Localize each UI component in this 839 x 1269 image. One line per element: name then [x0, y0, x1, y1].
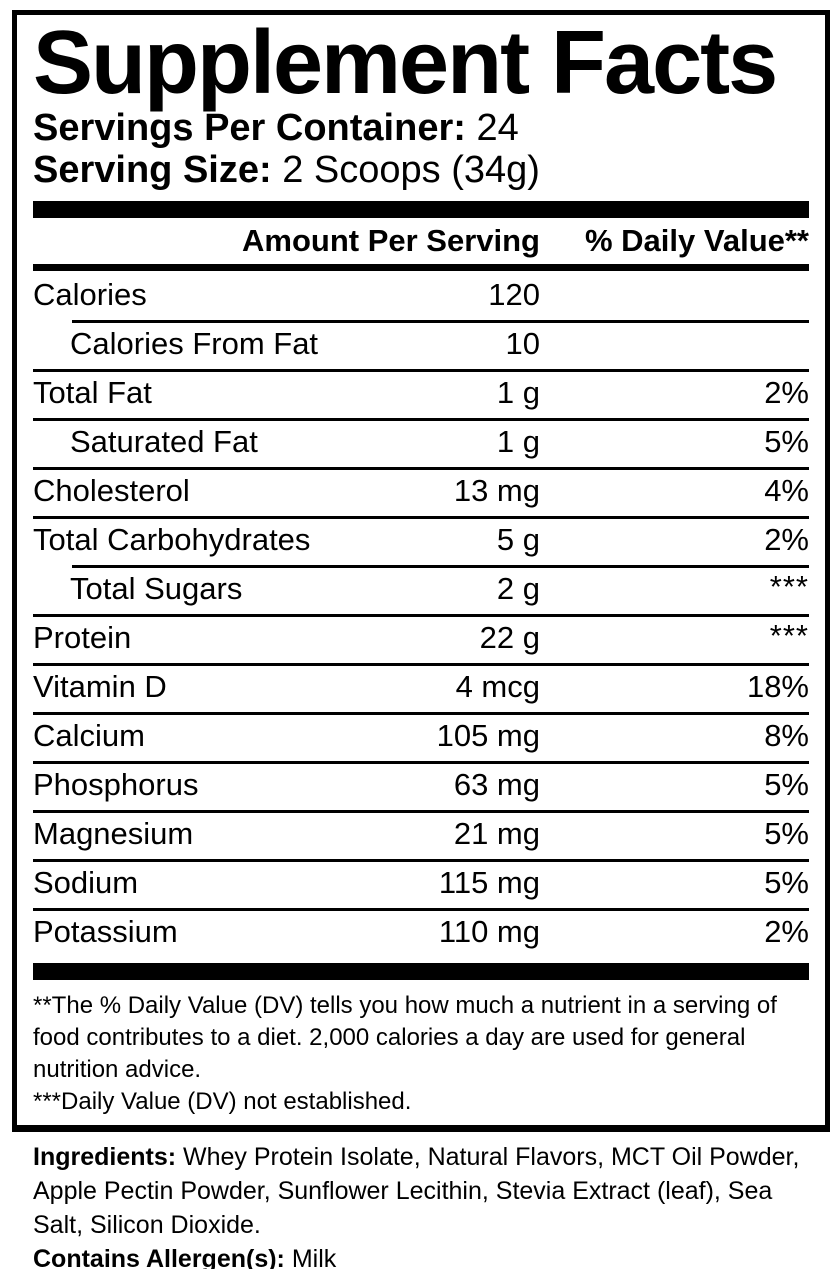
- nutrient-amount: 22 g: [479, 620, 540, 655]
- nutrient-name: Potassium: [33, 914, 178, 949]
- nutrient-daily-value: ***: [769, 568, 809, 604]
- nutrient-amount: 2 g: [496, 571, 540, 606]
- nutrient-row: Phosphorus 63 mg 5%: [33, 760, 809, 810]
- footnote-daily-value: **The % Daily Value (DV) tells you how m…: [33, 991, 777, 1083]
- nutrient-daily-value: 5%: [764, 865, 809, 900]
- servings-per-container-label: Servings Per Container:: [33, 106, 466, 149]
- divider-bar-header: [33, 263, 809, 271]
- nutrient-name: Vitamin D: [33, 669, 167, 704]
- nutrient-daily-value: 2%: [764, 522, 809, 557]
- nutrient-row: Calories From Fat 10: [33, 319, 809, 369]
- nutrient-row: Vitamin D 4 mcg 18%: [33, 662, 809, 712]
- table-header-row: Amount Per Serving % Daily Value**: [33, 218, 809, 264]
- servings-per-container: Servings Per Container: 24: [33, 107, 809, 149]
- nutrient-daily-value: 2%: [764, 375, 809, 410]
- nutrient-name: Total Sugars: [70, 571, 243, 606]
- nutrient-row: Calories 120: [33, 271, 809, 320]
- nutrient-name: Total Carbohydrates: [33, 522, 311, 557]
- footnotes: **The % Daily Value (DV) tells you how m…: [33, 980, 809, 1118]
- nutrient-name: Sodium: [33, 865, 139, 900]
- nutrient-daily-value: 8%: [764, 718, 809, 753]
- nutrient-row: Cholesterol 13 mg 4%: [33, 466, 809, 516]
- nutrient-daily-value: 18%: [746, 669, 809, 704]
- header-daily-value: % Daily Value**: [584, 222, 809, 258]
- nutrient-row: Calcium 105 mg 8%: [33, 711, 809, 761]
- nutrient-row: Potassium 110 mg 2%: [33, 907, 809, 957]
- nutrient-amount: 105 mg: [436, 718, 540, 753]
- nutrient-name: Total Fat: [33, 375, 152, 410]
- nutrient-row: Total Sugars 2 g ***: [33, 564, 809, 614]
- footnote-not-established: ***Daily Value (DV) not established.: [33, 1087, 412, 1115]
- serving-size-label: Serving Size:: [33, 148, 272, 191]
- nutrient-daily-value: ***: [769, 617, 809, 653]
- nutrient-name: Calories: [33, 277, 147, 312]
- panel-title: Supplement Facts: [33, 13, 778, 113]
- serving-size-value: 2 Scoops (34g): [282, 148, 540, 191]
- nutrient-amount: 4 mcg: [455, 669, 540, 704]
- nutrient-amount: 1 g: [496, 375, 540, 410]
- nutrient-amount: 110 mg: [438, 914, 540, 949]
- ingredients-label: Ingredients:: [33, 1143, 177, 1171]
- nutrient-daily-value: 2%: [764, 914, 809, 949]
- nutrient-daily-value: 5%: [764, 767, 809, 802]
- nutrient-amount: 5 g: [496, 522, 540, 557]
- nutrient-name: Cholesterol: [33, 473, 190, 508]
- supplement-facts-panel: Supplement Facts Servings Per Container:…: [12, 10, 830, 1132]
- ingredients-section: Ingredients: Whey Protein Isolate, Natur…: [12, 1140, 832, 1269]
- nutrient-rows: Calories 120 Calories From Fat 10 Total …: [33, 271, 809, 957]
- divider-bar-top: [33, 200, 809, 218]
- nutrient-amount: 10: [505, 326, 540, 361]
- nutrient-name: Protein: [33, 620, 132, 655]
- ingredients-text: Whey Protein Isolate, Natural Flavors, M…: [33, 1143, 800, 1239]
- allergen-value: Milk: [291, 1245, 337, 1269]
- nutrient-name: Calcium: [33, 718, 145, 753]
- servings-per-container-value: 24: [476, 106, 519, 149]
- nutrient-name: Saturated Fat: [70, 424, 258, 459]
- nutrient-row: Total Fat 1 g 2%: [33, 368, 809, 418]
- nutrient-amount: 120: [488, 277, 540, 312]
- serving-size: Serving Size: 2 Scoops (34g): [33, 149, 809, 191]
- nutrient-amount: 63 mg: [453, 767, 540, 802]
- nutrient-amount: 115 mg: [438, 865, 540, 900]
- nutrient-daily-value: 5%: [764, 816, 809, 851]
- nutrient-row: Saturated Fat 1 g 5%: [33, 417, 809, 467]
- nutrient-row: Sodium 115 mg 5%: [33, 858, 809, 908]
- nutrient-name: Magnesium: [33, 816, 194, 851]
- nutrient-row: Protein 22 g ***: [33, 613, 809, 663]
- nutrient-row: Magnesium 21 mg 5%: [33, 809, 809, 859]
- nutrient-amount: 13 mg: [453, 473, 540, 508]
- allergen-line: Contains Allergen(s): Milk: [33, 1242, 824, 1269]
- nutrient-daily-value: 5%: [764, 424, 809, 459]
- nutrient-amount: 21 mg: [453, 816, 540, 851]
- header-amount-per-serving: Amount Per Serving: [242, 222, 540, 258]
- divider-bar-bottom: [33, 962, 809, 980]
- allergen-label: Contains Allergen(s):: [33, 1245, 285, 1269]
- nutrient-name: Calories From Fat: [70, 326, 319, 361]
- ingredients-line: Ingredients: Whey Protein Isolate, Natur…: [33, 1140, 824, 1242]
- nutrient-amount: 1 g: [496, 424, 540, 459]
- nutrient-row: Total Carbohydrates 5 g 2%: [33, 515, 809, 565]
- nutrient-daily-value: 4%: [764, 473, 809, 508]
- nutrient-name: Phosphorus: [33, 767, 199, 802]
